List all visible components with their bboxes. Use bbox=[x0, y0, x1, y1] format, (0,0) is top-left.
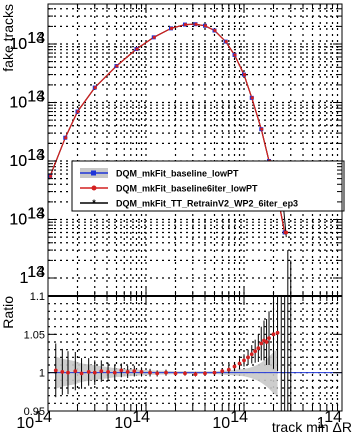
ratio-marker bbox=[242, 358, 246, 363]
ratio-marker bbox=[259, 341, 264, 346]
series-line-baseline6iter bbox=[49, 23, 286, 233]
ratio-marker bbox=[212, 370, 217, 375]
end: 113 bbox=[19, 264, 45, 287]
ratio-marker bbox=[106, 370, 110, 374]
ratio-marker bbox=[275, 330, 280, 335]
baseline6iter-marker bbox=[194, 22, 198, 26]
baseline6iter-marker bbox=[48, 174, 53, 178]
baseline6iter-marker bbox=[203, 24, 208, 28]
ratio-marker bbox=[232, 364, 237, 369]
end: 1013 bbox=[9, 206, 45, 229]
ratio-series-group bbox=[48, 296, 342, 411]
top-series-group bbox=[48, 22, 292, 296]
legend-entry-label: DQM_mkFit_baseline6iter_lowPT bbox=[116, 184, 258, 194]
ratio-marker bbox=[125, 370, 130, 374]
baseline6iter-marker bbox=[115, 64, 119, 68]
ratio-marker bbox=[112, 370, 117, 375]
top-grid bbox=[48, 4, 342, 296]
ratio-marker bbox=[249, 352, 254, 357]
baseline6iter-marker bbox=[152, 35, 156, 39]
ratio-marker bbox=[66, 370, 70, 375]
middle: 1014 bbox=[16, 409, 52, 432]
legend-entry-label: DQM_mkFit_baseline_lowPT bbox=[116, 169, 239, 179]
ratio-marker bbox=[164, 370, 168, 375]
ratio-marker bbox=[220, 369, 225, 374]
ratio-marker bbox=[203, 371, 207, 376]
ratio-marker bbox=[132, 369, 137, 374]
end: 1013 bbox=[9, 30, 45, 53]
middle: 114 bbox=[316, 409, 342, 432]
baseline6iter-marker bbox=[213, 28, 217, 33]
ratio-marker bbox=[139, 370, 144, 374]
ratio-marker bbox=[119, 368, 124, 373]
ratio-marker bbox=[173, 371, 178, 376]
baseline6iter-marker bbox=[135, 47, 139, 51]
end: 1014 bbox=[9, 89, 45, 112]
ratio-marker bbox=[237, 361, 242, 366]
ratio-marker bbox=[73, 369, 78, 374]
ratio-y-tick-label: 1.05 bbox=[24, 329, 45, 341]
legend-marker-square bbox=[91, 170, 96, 176]
baseline6iter-marker bbox=[93, 85, 97, 90]
legend: DQM_mkFit_baseline_lowPT DQM_mkFit_baseli… bbox=[71, 160, 345, 212]
ratio-marker bbox=[226, 367, 231, 372]
x-axis-title: track min ΔR bbox=[272, 419, 352, 433]
legend-entry-label: DQM_mkFit_TT_RetrainV2_WP2_6iter_ep3 bbox=[116, 199, 298, 209]
ratio-marker bbox=[256, 346, 261, 351]
ratio-marker bbox=[246, 355, 250, 360]
end: 1014 bbox=[9, 30, 45, 53]
ratio-marker bbox=[267, 336, 271, 341]
baseline6iter-marker bbox=[250, 96, 254, 100]
ratio-marker bbox=[271, 332, 276, 337]
ratio-marker bbox=[183, 371, 187, 376]
legend-marker-star: * bbox=[92, 198, 96, 208]
legend-box bbox=[71, 160, 345, 212]
ratio-marker bbox=[99, 369, 104, 374]
ratio-grid bbox=[48, 296, 342, 411]
end: 1013 bbox=[9, 89, 45, 112]
end: 1014 bbox=[9, 206, 45, 229]
ratio-y-tick-label: 1.1 bbox=[30, 291, 45, 303]
baseline6iter-marker bbox=[224, 39, 228, 44]
tail-marker bbox=[284, 230, 289, 235]
top-frame bbox=[47, 3, 343, 297]
ratio-marker bbox=[253, 349, 258, 354]
ratio-marker bbox=[92, 370, 97, 375]
ratio-y-tick-label: 1 bbox=[39, 368, 45, 380]
baseline6iter-marker bbox=[260, 127, 264, 131]
baseline6iter-marker bbox=[169, 26, 174, 30]
legend-marker-circle bbox=[91, 185, 97, 191]
ratio-marker bbox=[79, 371, 84, 376]
middle: 1014 bbox=[212, 409, 248, 432]
ratio-marker bbox=[148, 370, 152, 375]
ratio-marker bbox=[60, 370, 65, 374]
ratio-frame bbox=[47, 295, 343, 412]
baseline6iter-marker bbox=[76, 109, 80, 114]
ratio-y-tick-label: 0.95 bbox=[24, 406, 45, 418]
ratio-marker bbox=[264, 340, 269, 344]
baseline6iter-marker bbox=[233, 53, 237, 57]
ratio-y-axis-title: Ratio bbox=[0, 296, 16, 329]
end: 114 bbox=[19, 264, 45, 287]
ratio-marker bbox=[155, 371, 160, 376]
end: 1014 bbox=[9, 147, 45, 170]
y-axis-title: fake tracks bbox=[0, 4, 16, 72]
baseline6iter-marker bbox=[64, 136, 68, 140]
baseline6iter-marker bbox=[183, 22, 188, 27]
ratio-marker bbox=[53, 368, 58, 373]
baseline6iter-marker bbox=[242, 72, 247, 77]
middle: 1014 bbox=[114, 409, 150, 432]
end: 1013 bbox=[9, 147, 45, 170]
ratio-marker bbox=[193, 372, 198, 377]
ratio-marker bbox=[86, 370, 91, 374]
